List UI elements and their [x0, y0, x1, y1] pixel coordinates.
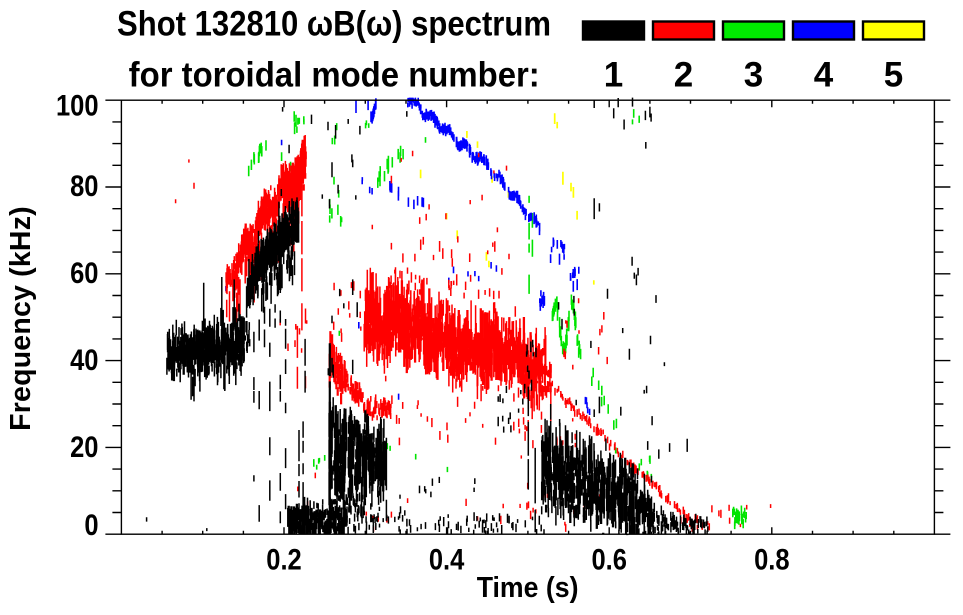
- svg-text:60: 60: [70, 256, 98, 289]
- svg-text:4: 4: [814, 56, 834, 95]
- svg-text:0.6: 0.6: [591, 542, 626, 575]
- svg-text:Frequency (kHz): Frequency (kHz): [5, 206, 37, 431]
- svg-text:3: 3: [744, 56, 763, 95]
- svg-text:40: 40: [70, 343, 98, 376]
- svg-text:5: 5: [884, 56, 903, 95]
- svg-text:for toroidal mode number:: for toroidal mode number:: [129, 55, 540, 94]
- svg-text:Shot 132810 ωB(ω) spectrum: Shot 132810 ωB(ω) spectrum: [117, 5, 551, 44]
- svg-text:Time (s): Time (s): [477, 571, 579, 603]
- svg-text:100: 100: [56, 89, 99, 122]
- svg-text:0: 0: [84, 508, 98, 541]
- svg-text:1: 1: [604, 56, 623, 95]
- svg-text:2: 2: [674, 56, 693, 95]
- svg-text:0.2: 0.2: [266, 542, 301, 575]
- svg-text:0.4: 0.4: [429, 542, 465, 575]
- svg-text:80: 80: [70, 169, 98, 202]
- svg-text:20: 20: [70, 430, 98, 463]
- svg-text:0.8: 0.8: [754, 542, 789, 575]
